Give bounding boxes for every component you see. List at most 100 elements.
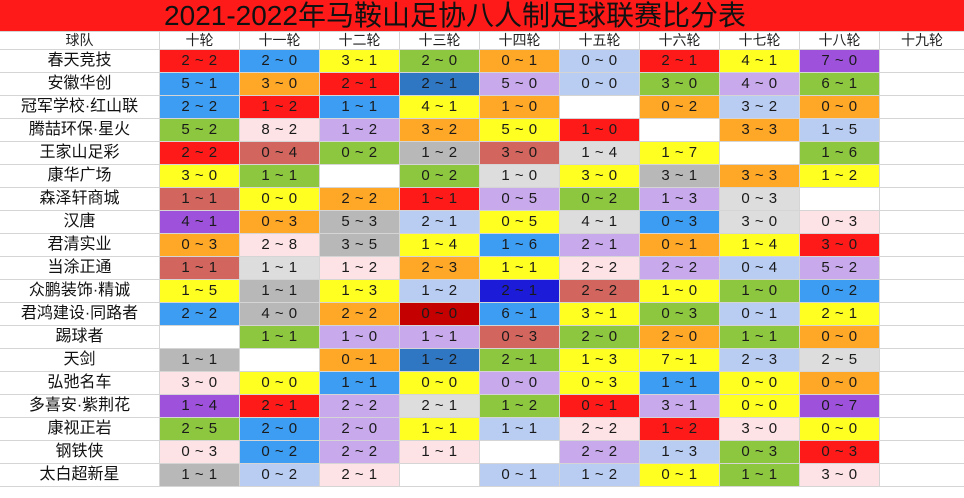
score-cell: 1 ~ 1 — [400, 418, 480, 441]
score-cell: 1 ~ 4 — [720, 234, 800, 257]
score-cell: 4 ~ 0 — [240, 303, 320, 326]
team-name: 汉唐 — [0, 211, 160, 234]
score-cell: 1 ~ 1 — [240, 165, 320, 188]
score-cell: 0 ~ 3 — [240, 211, 320, 234]
score-cell: 0 ~ 5 — [480, 211, 560, 234]
score-cell: 1 ~ 2 — [240, 96, 320, 119]
score-cell: 1 ~ 0 — [320, 326, 400, 349]
score-cell: 1 ~ 1 — [160, 257, 240, 280]
score-cell: 0 ~ 0 — [800, 96, 880, 119]
score-cell: 2 ~ 0 — [560, 326, 640, 349]
empty-score-cell — [880, 372, 964, 395]
score-cell: 0 ~ 1 — [480, 464, 560, 487]
score-cell: 1 ~ 2 — [640, 418, 720, 441]
score-cell: 1 ~ 1 — [160, 188, 240, 211]
empty-score-cell — [880, 142, 964, 165]
score-cell: 2 ~ 0 — [240, 50, 320, 73]
empty-score-cell — [720, 142, 800, 165]
score-cell: 1 ~ 2 — [320, 257, 400, 280]
score-cell: 8 ~ 2 — [240, 119, 320, 142]
score-cell: 3 ~ 0 — [560, 165, 640, 188]
score-cell: 2 ~ 2 — [560, 441, 640, 464]
score-cell: 3 ~ 0 — [480, 142, 560, 165]
empty-score-cell — [880, 188, 964, 211]
score-cell: 0 ~ 1 — [640, 234, 720, 257]
empty-score-cell — [880, 50, 964, 73]
score-cell: 5 ~ 2 — [800, 257, 880, 280]
score-cell: 3 ~ 3 — [720, 165, 800, 188]
score-cell: 0 ~ 1 — [640, 464, 720, 487]
team-name: 当涂正通 — [0, 257, 160, 280]
score-cell: 4 ~ 0 — [720, 73, 800, 96]
score-cell: 2 ~ 2 — [640, 257, 720, 280]
score-cell: 2 ~ 1 — [480, 280, 560, 303]
score-cell: 1 ~ 2 — [400, 349, 480, 372]
score-cell: 3 ~ 3 — [720, 119, 800, 142]
score-cell: 2 ~ 1 — [400, 211, 480, 234]
round-header: 十轮 — [160, 32, 240, 50]
score-cell: 0 ~ 3 — [800, 211, 880, 234]
score-cell: 1 ~ 2 — [480, 395, 560, 418]
score-cell: 1 ~ 1 — [480, 257, 560, 280]
score-cell: 3 ~ 1 — [320, 50, 400, 73]
empty-score-cell — [880, 349, 964, 372]
score-cell: 2 ~ 0 — [320, 418, 400, 441]
page-title: 2021-2022年马鞍山足协八人制足球联赛比分表 — [0, 0, 964, 32]
score-cell: 5 ~ 0 — [480, 119, 560, 142]
score-cell: 1 ~ 3 — [320, 280, 400, 303]
score-cell: 0 ~ 0 — [720, 372, 800, 395]
score-cell: 5 ~ 0 — [480, 73, 560, 96]
team-name: 天剑 — [0, 349, 160, 372]
score-cell: 1 ~ 1 — [240, 257, 320, 280]
score-cell: 2 ~ 1 — [320, 73, 400, 96]
score-cell: 2 ~ 1 — [240, 395, 320, 418]
score-cell: 7 ~ 0 — [800, 50, 880, 73]
score-cell: 2 ~ 1 — [560, 234, 640, 257]
empty-score-cell — [480, 441, 560, 464]
empty-score-cell — [880, 96, 964, 119]
score-cell: 0 ~ 3 — [800, 441, 880, 464]
score-cell: 3 ~ 1 — [560, 303, 640, 326]
score-cell: 2 ~ 2 — [160, 142, 240, 165]
score-cell: 0 ~ 1 — [560, 395, 640, 418]
score-cell: 2 ~ 5 — [800, 349, 880, 372]
score-cell: 4 ~ 1 — [400, 96, 480, 119]
score-cell: 2 ~ 1 — [800, 303, 880, 326]
score-cell: 2 ~ 0 — [240, 418, 320, 441]
score-cell: 2 ~ 0 — [640, 326, 720, 349]
score-cell: 3 ~ 0 — [240, 73, 320, 96]
score-cell: 1 ~ 1 — [400, 326, 480, 349]
round-header: 十七轮 — [720, 32, 800, 50]
score-cell: 1 ~ 5 — [800, 119, 880, 142]
score-cell: 2 ~ 2 — [160, 50, 240, 73]
score-cell: 1 ~ 2 — [320, 119, 400, 142]
score-cell: 0 ~ 5 — [480, 188, 560, 211]
empty-score-cell — [880, 165, 964, 188]
round-header: 十二轮 — [320, 32, 400, 50]
score-cell: 0 ~ 7 — [800, 395, 880, 418]
score-cell: 0 ~ 0 — [560, 50, 640, 73]
score-cell: 0 ~ 0 — [400, 372, 480, 395]
score-cell: 3 ~ 0 — [800, 464, 880, 487]
empty-score-cell — [400, 464, 480, 487]
score-cell: 0 ~ 3 — [640, 211, 720, 234]
empty-score-cell — [880, 119, 964, 142]
score-cell: 1 ~ 7 — [640, 142, 720, 165]
score-cell: 2 ~ 1 — [400, 73, 480, 96]
score-cell: 0 ~ 3 — [160, 441, 240, 464]
score-cell: 2 ~ 0 — [400, 50, 480, 73]
empty-score-cell — [880, 73, 964, 96]
empty-score-cell — [560, 96, 640, 119]
score-cell: 5 ~ 1 — [160, 73, 240, 96]
score-cell: 0 ~ 0 — [240, 372, 320, 395]
score-cell: 0 ~ 2 — [640, 96, 720, 119]
score-cell: 2 ~ 2 — [320, 188, 400, 211]
score-cell: 0 ~ 2 — [400, 165, 480, 188]
